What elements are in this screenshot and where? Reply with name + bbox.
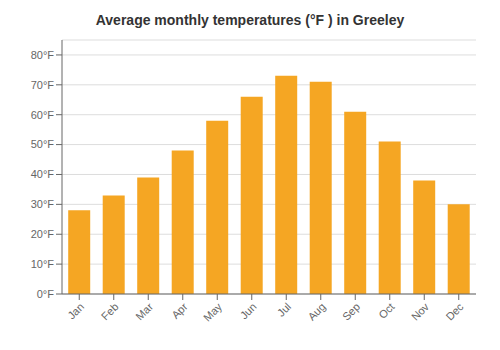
svg-text:Mar: Mar — [133, 300, 155, 322]
svg-text:0°F: 0°F — [37, 288, 55, 300]
svg-text:60°F: 60°F — [31, 109, 55, 121]
svg-text:30°F: 30°F — [31, 198, 55, 210]
svg-text:Aug: Aug — [305, 300, 327, 322]
svg-text:40°F: 40°F — [31, 168, 55, 180]
svg-text:Oct: Oct — [376, 300, 397, 321]
svg-text:Feb: Feb — [99, 300, 121, 322]
svg-text:Jul: Jul — [275, 300, 293, 318]
svg-text:Nov: Nov — [409, 300, 432, 323]
svg-text:10°F: 10°F — [31, 258, 55, 270]
html-text:Average monthly temperatures (: Average monthly temperatures (°F ) in Gr… — [95, 12, 405, 28]
svg-text:50°F: 50°F — [31, 138, 55, 150]
svg-text:May: May — [201, 300, 225, 324]
svg-text:Sep: Sep — [340, 300, 362, 322]
svg-text:Apr: Apr — [169, 300, 190, 321]
svg-text:Jun: Jun — [238, 300, 259, 321]
svg-text:80°F: 80°F — [31, 49, 55, 61]
svg-text:Jan: Jan — [65, 300, 86, 321]
svg-text:Dec: Dec — [443, 300, 466, 323]
svg-text:20°F: 20°F — [31, 228, 55, 240]
svg-text:70°F: 70°F — [31, 79, 55, 91]
